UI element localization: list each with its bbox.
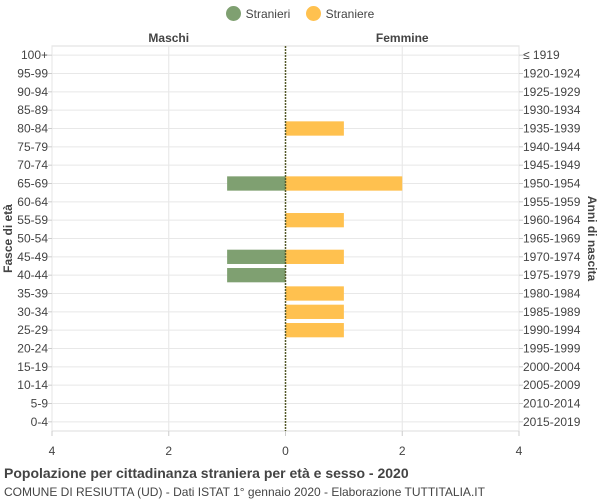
- age-class-label: 20-24: [17, 342, 48, 356]
- age-class-label: 15-19: [17, 360, 48, 374]
- header-maschi: Maschi: [148, 31, 189, 45]
- x-tick-label: 4: [49, 444, 56, 458]
- birth-year-label: 2000-2004: [523, 360, 581, 374]
- age-class-label: 5-9: [31, 397, 49, 411]
- legend-swatch-stranieri: [225, 6, 241, 21]
- header-femmine: Femmine: [376, 31, 429, 45]
- birth-year-label: 2015-2019: [523, 415, 581, 429]
- bar-straniere: [285, 249, 344, 264]
- birth-year-label: 1975-1979: [523, 268, 581, 282]
- age-class-label: 65-69: [17, 177, 48, 191]
- birth-year-label: 2005-2009: [523, 378, 581, 392]
- birth-year-label: 2010-2014: [523, 397, 581, 411]
- age-class-label: 85-89: [17, 103, 48, 117]
- bar-stranieri: [227, 176, 286, 191]
- age-class-label: 60-64: [17, 195, 48, 209]
- y-axis-title-left: Fasce di età: [1, 204, 15, 273]
- age-class-label: 100+: [21, 48, 48, 62]
- legend-swatch-straniere: [305, 6, 321, 21]
- x-tick-label: 2: [399, 444, 406, 458]
- bar-straniere: [285, 213, 344, 228]
- birth-year-label: 1930-1934: [523, 103, 581, 117]
- chart-legend: Stranieri Straniere: [0, 6, 600, 24]
- legend-label-straniere: Straniere: [325, 6, 375, 21]
- bar-straniere: [285, 121, 344, 136]
- age-class-label: 30-34: [17, 305, 48, 319]
- age-class-label: 80-84: [17, 122, 48, 136]
- x-tick-label: 4: [516, 444, 523, 458]
- age-class-label: 25-29: [17, 323, 48, 337]
- bar-straniere: [285, 176, 403, 191]
- chart-subtitle: COMUNE DI RESIUTTA (UD) - Dati ISTAT 1° …: [4, 485, 485, 499]
- birth-year-label: 1990-1994: [523, 323, 581, 337]
- age-class-label: 95-99: [17, 67, 48, 81]
- birth-year-label: 1970-1974: [523, 250, 581, 264]
- birth-year-label: 1955-1959: [523, 195, 581, 209]
- birth-year-label: 1945-1949: [523, 158, 581, 172]
- birth-year-label: 1935-1939: [523, 122, 581, 136]
- age-class-label: 90-94: [17, 85, 48, 99]
- age-class-label: 35-39: [17, 287, 48, 301]
- legend-label-stranieri: Stranieri: [245, 6, 291, 21]
- birth-year-label: 1950-1954: [523, 177, 581, 191]
- birth-year-label: 1925-1929: [523, 85, 581, 99]
- birth-year-label: 1965-1969: [523, 232, 581, 246]
- age-class-label: 10-14: [17, 378, 48, 392]
- bar-stranieri: [227, 268, 286, 283]
- legend-item-stranieri[interactable]: Stranieri: [225, 6, 291, 21]
- age-class-label: 0-4: [31, 415, 49, 429]
- age-class-label: 70-74: [17, 158, 48, 172]
- birth-year-label: 1920-1924: [523, 67, 581, 81]
- age-class-label: 55-59: [17, 213, 48, 227]
- bar-straniere: [285, 286, 344, 301]
- bar-straniere: [285, 304, 344, 319]
- age-class-label: 50-54: [17, 232, 48, 246]
- chart-title: Popolazione per cittadinanza straniera p…: [4, 465, 409, 481]
- birth-year-label: 1995-1999: [523, 342, 581, 356]
- legend-item-straniere[interactable]: Straniere: [305, 6, 375, 21]
- age-class-label: 40-44: [17, 268, 48, 282]
- birth-year-label: 1940-1944: [523, 140, 581, 154]
- x-tick-label: 0: [282, 444, 289, 458]
- bar-stranieri: [227, 249, 286, 264]
- y-axis-title-right: Anni di nascita: [585, 196, 599, 282]
- age-class-label: 45-49: [17, 250, 48, 264]
- birth-year-label: 1980-1984: [523, 287, 581, 301]
- bar-straniere: [285, 323, 344, 338]
- age-class-label: 75-79: [17, 140, 48, 154]
- birth-year-label: ≤ 1919: [523, 48, 560, 62]
- birth-year-label: 1960-1964: [523, 213, 581, 227]
- x-tick-label: 2: [165, 444, 172, 458]
- birth-year-label: 1985-1989: [523, 305, 581, 319]
